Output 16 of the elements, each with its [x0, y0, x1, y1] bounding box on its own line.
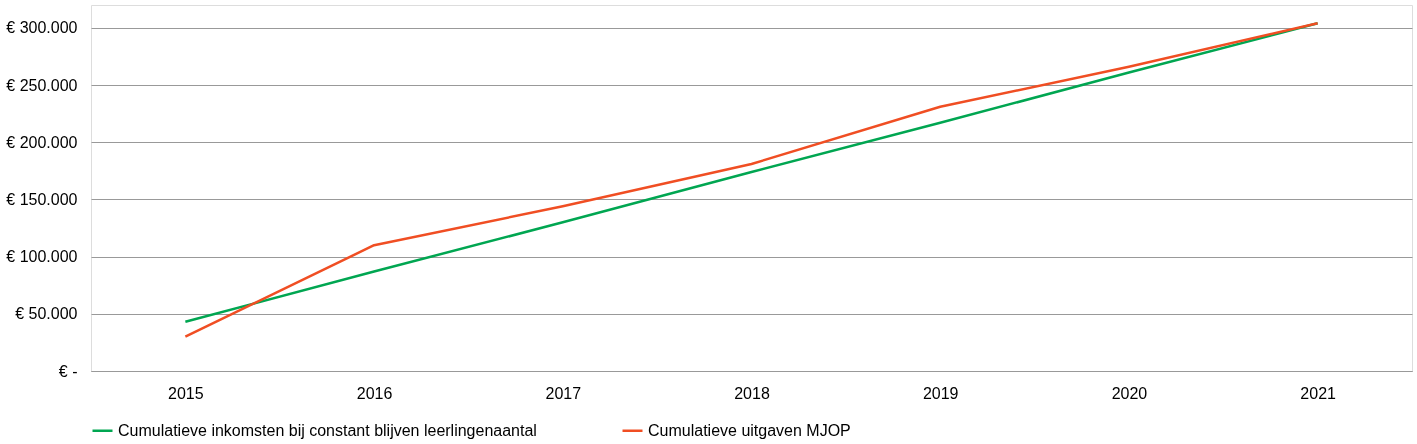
legend-label: Cumulatieve inkomsten bij constant blijven leerlingenaantal	[118, 421, 537, 439]
legend-label: Cumulatieve uitgaven MJOP	[648, 421, 851, 439]
x-tick-label: 2016	[356, 384, 393, 402]
x-tick-label: 2017	[545, 384, 582, 402]
y-tick-label: € 250.000	[6, 76, 78, 94]
y-tick-label: € 150.000	[6, 190, 78, 208]
x-tick-label: 2019	[922, 384, 959, 402]
x-tick-label: 2015	[168, 384, 204, 402]
y-tick-label: € 200.000	[6, 133, 78, 151]
y-tick-label: € 300.000	[6, 19, 78, 37]
y-tick-label: € 50.000	[15, 305, 78, 323]
x-tick-label: 2018	[734, 384, 770, 402]
x-tick-label: 2021	[1300, 384, 1337, 402]
y-tick-label: € -	[58, 362, 78, 380]
x-tick-label: 2020	[1111, 384, 1148, 402]
y-tick-label: € 100.000	[6, 248, 78, 266]
